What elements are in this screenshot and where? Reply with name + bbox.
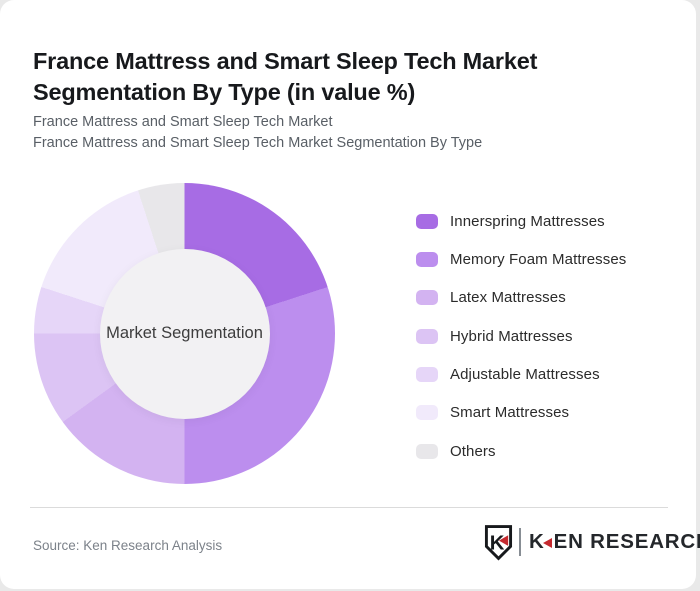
legend-swatch <box>416 443 438 459</box>
badge-letter: K <box>490 532 505 554</box>
page-title: France Mattress and Smart Sleep Tech Mar… <box>33 47 538 105</box>
legend-item: Memory Foam Mattresses <box>416 244 626 274</box>
footer-divider <box>30 507 668 508</box>
legend-label: Latex Mattresses <box>450 289 566 307</box>
ken-research-logo: K K EN RESEARCH <box>484 523 700 561</box>
ken-research-badge-icon: K <box>484 524 513 561</box>
legend-label: Innerspring Mattresses <box>450 212 605 230</box>
legend-label: Hybrid Mattresses <box>450 327 573 345</box>
legend-item: Innerspring Mattresses <box>416 206 626 236</box>
legend-swatch <box>416 213 438 229</box>
donut-chart-area: Market Segmentation <box>34 183 335 484</box>
source-text: Source: Ken Research Analysis <box>33 538 223 553</box>
legend-label: Memory Foam Mattresses <box>450 250 627 268</box>
legend-item: Others <box>416 436 626 466</box>
legend-swatch <box>416 328 438 344</box>
wordmark-k: K <box>529 530 545 553</box>
legend-item: Smart Mattresses <box>416 398 626 428</box>
legend-swatch <box>416 251 438 267</box>
legend: Innerspring Mattresses Memory Foam Mattr… <box>416 206 626 475</box>
donut-center: Market Segmentation <box>99 248 270 419</box>
logo-divider <box>519 528 521 556</box>
subtitle-block: France Mattress and Smart Sleep Tech Mar… <box>33 112 482 153</box>
legend-label: Others <box>450 442 496 460</box>
legend-label: Adjustable Mattresses <box>450 366 600 384</box>
legend-swatch <box>416 405 438 421</box>
subtitle-line-2: France Mattress and Smart Sleep Tech Mar… <box>33 134 483 151</box>
subtitle-line-1: France Mattress and Smart Sleep Tech Mar… <box>33 114 333 130</box>
legend-item: Hybrid Mattresses <box>416 321 626 351</box>
legend-swatch <box>416 367 438 383</box>
legend-label: Smart Mattresses <box>450 404 570 422</box>
donut-center-label: Market Segmentation <box>106 324 263 342</box>
badge-arrow-icon <box>498 534 509 546</box>
logo-arrow-icon <box>542 537 552 548</box>
wordmark-rest: EN RESEARCH <box>553 530 700 553</box>
logo-wordmark: K EN RESEARCH <box>529 530 700 554</box>
legend-item: Latex Mattresses <box>416 283 626 313</box>
legend-item: Adjustable Mattresses <box>416 360 626 390</box>
legend-swatch <box>416 290 438 306</box>
